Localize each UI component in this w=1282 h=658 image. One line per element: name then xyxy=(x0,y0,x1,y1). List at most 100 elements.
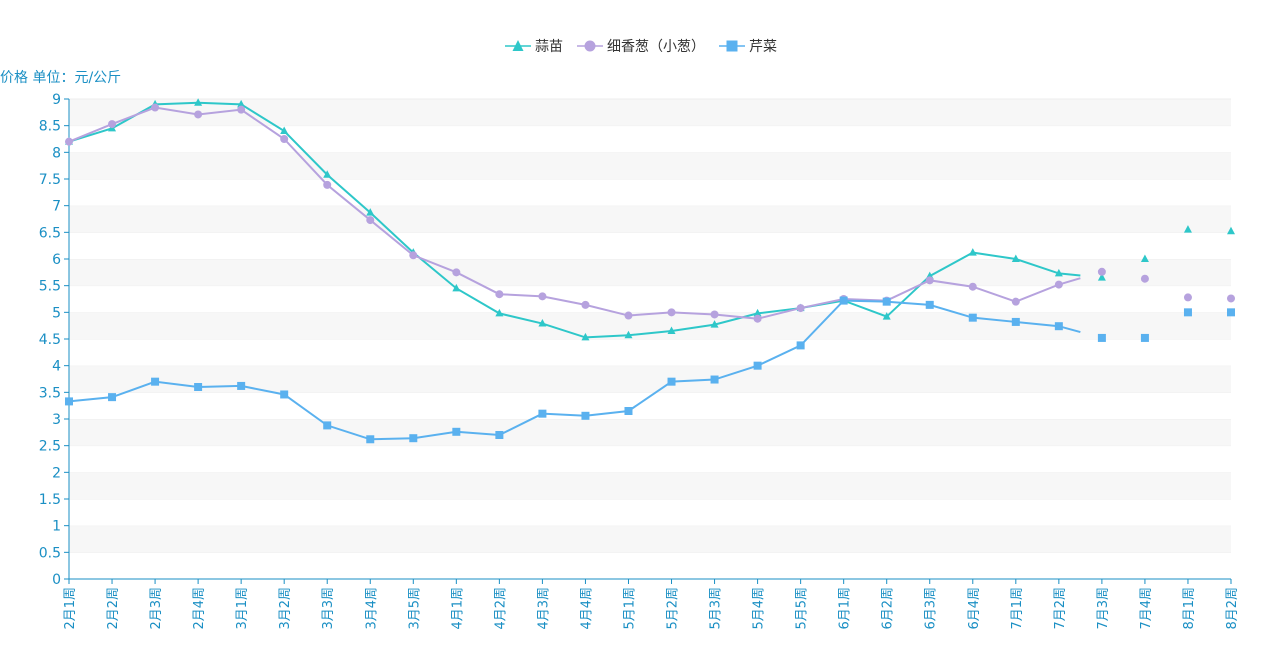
x-tick-label: 4月3周 xyxy=(536,587,551,630)
x-tick-label: 8月2周 xyxy=(1225,587,1240,630)
x-tick-label: 7月4周 xyxy=(1139,587,1154,630)
grid-band xyxy=(69,365,1231,393)
y-tick-label: 0.5 xyxy=(39,545,61,561)
data-point-triangle xyxy=(882,312,891,320)
y-tick-label: 4 xyxy=(52,359,61,375)
grid-band xyxy=(69,525,1231,553)
grid-band xyxy=(69,99,1231,126)
y-tick-label: 2 xyxy=(52,465,61,481)
data-point-circle xyxy=(108,120,117,129)
grid-band xyxy=(69,445,1231,473)
grid-band xyxy=(69,152,1231,179)
data-point-circle xyxy=(323,180,332,189)
data-point-square xyxy=(65,397,73,406)
data-point-triangle xyxy=(1011,254,1020,262)
y-tick-label: 9 xyxy=(52,92,61,108)
y-tick-label: 8 xyxy=(52,145,61,161)
grid-band xyxy=(69,552,1231,579)
data-point-square xyxy=(1140,333,1149,342)
data-point-square xyxy=(753,361,762,370)
x-tick-label: 3月2周 xyxy=(278,587,293,630)
data-point-circle xyxy=(194,110,203,119)
data-point-circle xyxy=(151,103,160,112)
data-point-circle xyxy=(495,290,504,299)
data-point-square xyxy=(323,421,332,430)
data-point-circle xyxy=(1097,267,1106,276)
grid-band xyxy=(69,419,1231,446)
x-tick-label: 7月2周 xyxy=(1053,587,1068,630)
y-tick-label: 6 xyxy=(52,252,61,268)
legend-item[interactable]: 蒜苗 xyxy=(505,36,563,56)
data-point-square xyxy=(151,377,160,386)
y-tick-label: 5 xyxy=(52,305,61,321)
data-point-triangle xyxy=(194,98,203,106)
grid-band xyxy=(69,205,1231,233)
data-point-triangle xyxy=(452,283,461,292)
data-point-square xyxy=(1097,333,1106,342)
data-point-square xyxy=(108,393,117,402)
data-point-circle xyxy=(1227,294,1235,303)
data-point-square xyxy=(796,341,805,350)
data-point-circle xyxy=(237,105,246,114)
data-point-circle xyxy=(581,300,590,309)
y-tick-label: 6.5 xyxy=(39,225,61,241)
data-point-triangle xyxy=(1140,254,1149,262)
data-point-circle xyxy=(1054,280,1063,289)
data-point-triangle xyxy=(581,332,590,341)
legend-label: 细香葱（小葱） xyxy=(607,39,705,55)
data-point-square xyxy=(1227,308,1235,317)
data-point-square xyxy=(452,427,461,436)
legend-item[interactable]: 芹菜 xyxy=(719,36,777,56)
x-tick-label: 5月1周 xyxy=(622,587,637,630)
data-point-circle xyxy=(409,251,418,260)
grid-band xyxy=(69,312,1231,339)
data-point-square xyxy=(710,375,719,384)
legend-item[interactable]: 细香葱（小葱） xyxy=(577,36,705,56)
data-point-square xyxy=(1183,308,1192,317)
data-point-triangle xyxy=(624,330,633,339)
data-point-triangle xyxy=(1054,268,1063,277)
grid-band xyxy=(69,125,1231,153)
x-tick-label: 5月5周 xyxy=(795,587,810,630)
x-tick-label: 6月4周 xyxy=(967,587,982,630)
data-point-circle xyxy=(1183,293,1192,302)
y-tick-label: 3.5 xyxy=(39,385,61,401)
data-point-square xyxy=(194,383,203,391)
data-point-triangle xyxy=(753,308,762,317)
data-point-circle xyxy=(925,276,934,285)
x-tick-label: 8月1周 xyxy=(1182,587,1197,630)
data-point-triangle xyxy=(237,99,246,108)
data-point-circle xyxy=(796,304,805,313)
x-tick-label: 6月2周 xyxy=(881,587,896,630)
x-tick-label: 3月4周 xyxy=(364,587,379,630)
x-tick-label: 5月4周 xyxy=(752,587,767,630)
data-point-square xyxy=(925,300,934,309)
grid-band xyxy=(69,472,1231,499)
x-tick-label: 5月2周 xyxy=(666,587,681,630)
y-tick-label: 1 xyxy=(52,519,61,535)
data-point-circle xyxy=(65,137,73,146)
legend-label: 芹菜 xyxy=(749,39,777,55)
x-tick-label: 4月4周 xyxy=(579,587,594,630)
data-point-triangle xyxy=(280,126,289,134)
y-tick-label: 7.5 xyxy=(39,172,61,188)
grid-band xyxy=(69,285,1231,313)
data-point-square xyxy=(968,313,977,322)
data-point-circle xyxy=(968,282,977,291)
data-point-triangle xyxy=(1097,273,1106,281)
x-tick-label: 7月3周 xyxy=(1096,587,1111,630)
x-tick-label: 2月2周 xyxy=(106,587,121,630)
data-point-square xyxy=(366,435,375,444)
data-point-circle xyxy=(1140,274,1149,283)
grid-band xyxy=(69,259,1231,286)
data-point-circle xyxy=(624,311,633,320)
data-point-circle xyxy=(667,308,676,317)
data-point-square xyxy=(495,431,504,439)
y-tick-label: 5.5 xyxy=(39,279,61,295)
data-point-triangle xyxy=(538,319,547,327)
data-point-circle xyxy=(366,216,375,225)
data-point-triangle xyxy=(1227,226,1235,235)
data-point-triangle xyxy=(710,320,719,328)
x-tick-label: 4月1周 xyxy=(450,587,465,630)
